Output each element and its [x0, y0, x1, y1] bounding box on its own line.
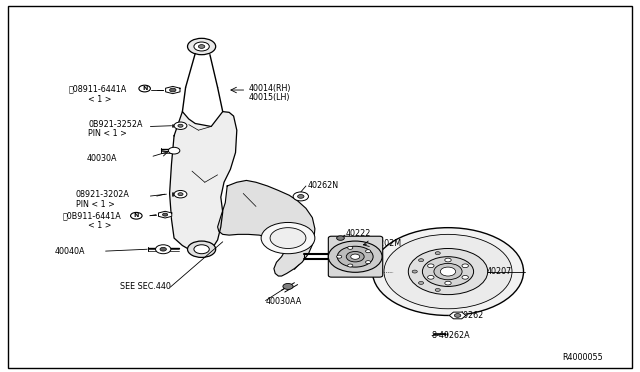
Text: 40030AA: 40030AA	[266, 297, 302, 306]
Circle shape	[160, 247, 166, 251]
Polygon shape	[170, 112, 237, 255]
Text: 8-40262A: 8-40262A	[432, 331, 470, 340]
Circle shape	[170, 88, 176, 92]
Text: N: N	[134, 213, 139, 218]
Circle shape	[454, 314, 461, 317]
Circle shape	[419, 282, 424, 285]
Text: N: N	[142, 86, 147, 91]
Circle shape	[293, 192, 308, 201]
Circle shape	[168, 147, 180, 154]
Circle shape	[270, 228, 306, 248]
Text: 40014(RH): 40014(RH)	[248, 84, 291, 93]
Text: 40262: 40262	[458, 311, 483, 320]
Polygon shape	[159, 211, 172, 218]
Text: 40202M: 40202M	[370, 239, 402, 248]
Circle shape	[174, 122, 187, 129]
FancyBboxPatch shape	[328, 236, 383, 277]
Circle shape	[178, 193, 183, 196]
Circle shape	[163, 213, 168, 216]
Circle shape	[348, 246, 353, 249]
Circle shape	[298, 195, 304, 198]
Text: PIN < 1 >: PIN < 1 >	[88, 129, 127, 138]
Circle shape	[435, 288, 440, 291]
Text: 40222: 40222	[346, 230, 371, 238]
Circle shape	[337, 246, 373, 267]
Circle shape	[435, 252, 440, 255]
Text: R4000055: R4000055	[562, 353, 603, 362]
Circle shape	[428, 264, 434, 268]
Circle shape	[194, 245, 209, 254]
Text: SEE SEC.440: SEE SEC.440	[120, 282, 171, 291]
Text: 40030A: 40030A	[86, 154, 117, 163]
Text: 0B921-3252A: 0B921-3252A	[88, 120, 143, 129]
Text: 40262N: 40262N	[307, 181, 339, 190]
Circle shape	[328, 241, 382, 272]
Circle shape	[348, 264, 353, 267]
Circle shape	[174, 190, 187, 198]
Circle shape	[445, 258, 451, 262]
Circle shape	[462, 275, 468, 279]
Text: 40015(LH): 40015(LH)	[248, 93, 290, 102]
Circle shape	[412, 270, 417, 273]
Circle shape	[434, 263, 462, 280]
Circle shape	[384, 234, 512, 309]
Circle shape	[422, 257, 474, 286]
Circle shape	[188, 38, 216, 55]
Polygon shape	[166, 86, 180, 94]
Circle shape	[372, 228, 524, 315]
Text: 40207: 40207	[486, 267, 511, 276]
Text: < 1 >: < 1 >	[88, 95, 112, 104]
Circle shape	[346, 251, 364, 262]
Text: 08921-3202A: 08921-3202A	[76, 190, 129, 199]
Text: 40040A: 40040A	[54, 247, 85, 256]
Text: < 1 >: < 1 >	[88, 221, 112, 230]
Polygon shape	[218, 180, 315, 276]
Circle shape	[365, 261, 371, 264]
Text: ⓝ0B911-6441A: ⓝ0B911-6441A	[63, 211, 122, 220]
Circle shape	[351, 254, 360, 259]
Circle shape	[365, 250, 371, 253]
Circle shape	[188, 241, 216, 257]
Text: PIN < 1 >: PIN < 1 >	[76, 200, 115, 209]
Text: ⓝ08911-6441A: ⓝ08911-6441A	[69, 84, 127, 93]
Circle shape	[194, 42, 209, 51]
Circle shape	[462, 264, 468, 268]
Circle shape	[337, 255, 342, 258]
Circle shape	[156, 245, 171, 254]
Circle shape	[445, 281, 451, 285]
Circle shape	[139, 85, 150, 92]
Circle shape	[261, 222, 315, 254]
Circle shape	[428, 275, 434, 279]
Circle shape	[178, 124, 183, 127]
Polygon shape	[449, 312, 466, 319]
Circle shape	[198, 45, 205, 48]
Circle shape	[131, 212, 142, 219]
Circle shape	[408, 248, 488, 295]
Circle shape	[337, 236, 344, 240]
Circle shape	[419, 259, 424, 262]
Circle shape	[283, 283, 293, 289]
Circle shape	[440, 267, 456, 276]
